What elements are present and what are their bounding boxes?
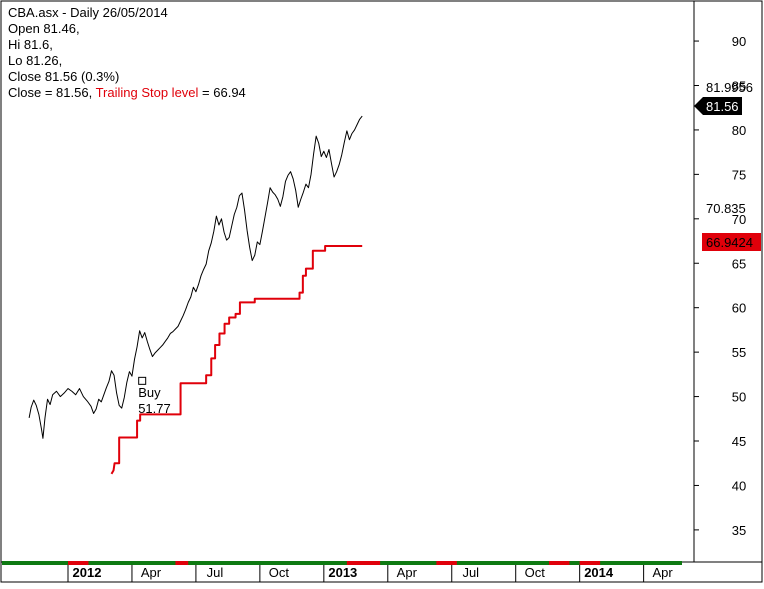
timeline-strip — [2, 561, 682, 565]
x-tick-label: 2013 — [328, 565, 357, 580]
buy-marker — [138, 376, 147, 385]
y-tick-label: 90 — [732, 34, 746, 49]
header-close-value: Close = 81.56, — [8, 85, 96, 100]
stop-price-label: 66.9424 — [706, 235, 753, 250]
y-tick-label: 35 — [732, 523, 746, 538]
high-price-label: 81.9956 — [706, 80, 753, 95]
header-high: Hi 81.6, — [8, 37, 53, 52]
timeline-red-segment — [346, 561, 381, 565]
stop-price-marker: 66.9424 — [702, 233, 761, 251]
x-axis-ticks: 2012 Apr Jul Oct 2013 Apr Jul Oct 2014 Apr — [67, 562, 674, 582]
header-title: CBA.asx - Daily 26/05/2014 — [8, 5, 168, 20]
timeline-green-bar — [2, 561, 682, 565]
buy-label: Buy — [138, 385, 161, 400]
y-tick-label: 50 — [732, 390, 746, 405]
y-tick-label: 40 — [732, 478, 746, 493]
header-stop-label: Trailing Stop level — [96, 85, 199, 100]
y-tick-label: 85 — [732, 78, 746, 93]
header: CBA.asx - Daily 26/05/2014 Open 81.46, H… — [8, 5, 246, 100]
header-close-stop: Close = 81.56, Trailing Stop level = 66.… — [8, 85, 246, 100]
price-line — [28, 115, 363, 439]
y-tick-label: 45 — [732, 434, 746, 449]
y-tick-label: 60 — [732, 301, 746, 316]
x-tick-label: 2012 — [73, 565, 102, 580]
low-price-label: 70.835 — [706, 201, 746, 216]
close-price-label: 81.56 — [706, 99, 739, 114]
y-tick-label: 55 — [732, 345, 746, 360]
x-tick-label: Apr — [141, 565, 162, 580]
series-layer — [28, 115, 363, 475]
buy-price: 51.77 — [138, 401, 171, 416]
timeline-red-segment — [68, 561, 89, 565]
header-stop-value: = 66.94 — [198, 85, 245, 100]
x-tick-label: Jul — [207, 565, 224, 580]
y-tick-label: 75 — [732, 167, 746, 182]
x-tick-label: Jul — [462, 565, 479, 580]
timeline-red-segment — [175, 561, 189, 565]
y-tick-label: 80 — [732, 123, 746, 138]
close-price-marker: 81.56 — [694, 97, 742, 115]
x-tick-label: Apr — [653, 565, 674, 580]
y-tick-label: 70 — [732, 212, 746, 227]
header-close: Close 81.56 (0.3%) — [8, 69, 119, 84]
header-open: Open 81.46, — [8, 21, 80, 36]
x-tick-label: Oct — [525, 565, 546, 580]
buy-annotation: Buy 51.77 — [138, 376, 171, 416]
y-axis-ticks: 35 40 45 50 55 60 65 70 75 80 85 90 — [694, 34, 746, 538]
timeline-red-segment — [436, 561, 457, 565]
y-tick-label: 65 — [732, 256, 746, 271]
x-tick-label: Apr — [397, 565, 418, 580]
timeline-red-segment — [579, 561, 601, 565]
x-tick-label: Oct — [269, 565, 290, 580]
timeline-red-segment — [548, 561, 570, 565]
x-tick-label: 2014 — [584, 565, 614, 580]
trailing-stop-line — [110, 245, 363, 475]
header-low: Lo 81.26, — [8, 53, 62, 68]
